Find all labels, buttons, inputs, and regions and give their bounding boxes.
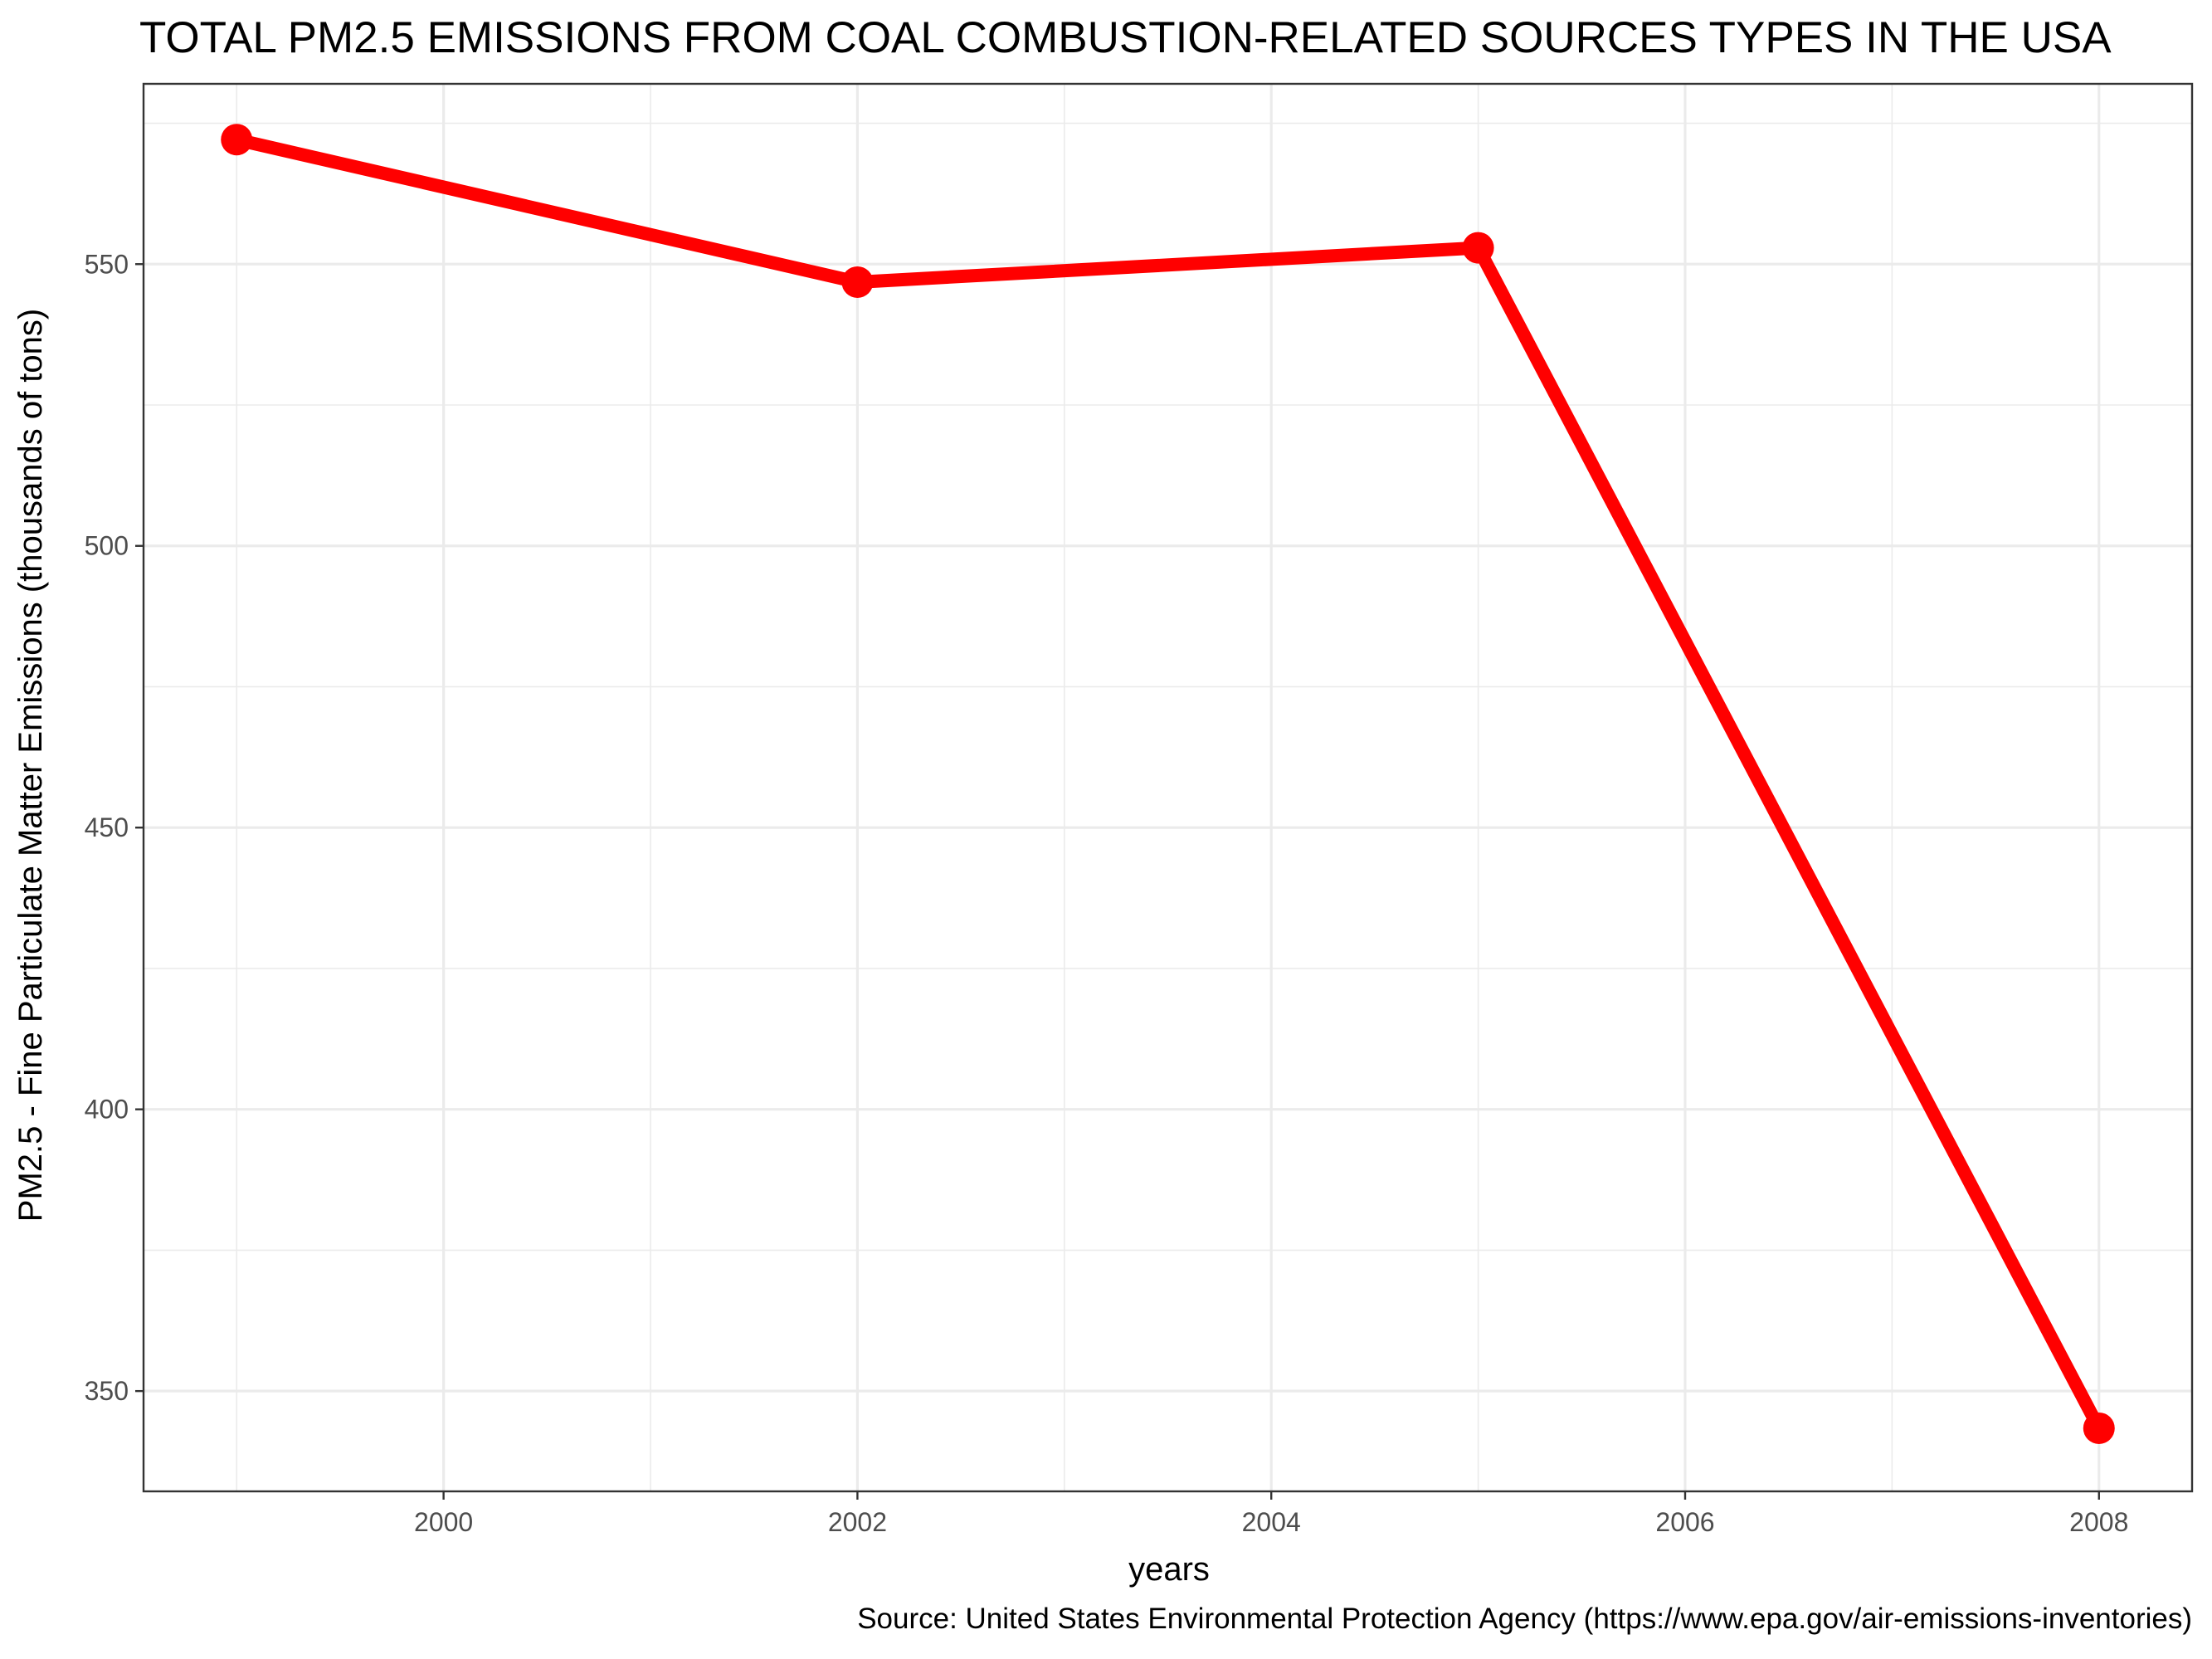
chart-title: TOTAL PM2.5 EMISSIONS FROM COAL COMBUSTI… <box>139 13 2112 62</box>
y-tick-label: 450 <box>85 812 129 842</box>
x-tick-label: 2004 <box>1242 1507 1301 1537</box>
x-tick-label: 2000 <box>414 1507 473 1537</box>
x-axis-title: years <box>1128 1551 1210 1588</box>
x-tick-label: 2008 <box>2069 1507 2128 1537</box>
series-points-layer <box>221 124 2115 1444</box>
y-axis-title: PM2.5 - Fine Particulate Matter Emission… <box>12 309 49 1222</box>
gridlines <box>144 84 2192 1491</box>
data-point-2008 <box>2083 1412 2115 1444</box>
data-point-2002 <box>841 266 874 298</box>
x-tick-label: 2006 <box>1655 1507 1714 1537</box>
data-point-1999 <box>221 124 253 156</box>
chart-caption: Source: United States Environmental Prot… <box>857 1603 2192 1635</box>
y-tick-label: 500 <box>85 531 129 561</box>
axis-ticks: 2000 2002 2004 2006 2008 350 400 450 500 550 <box>85 249 2129 1537</box>
series-line <box>235 133 2105 1432</box>
x-tick-label: 2002 <box>828 1507 887 1537</box>
y-tick-label: 400 <box>85 1095 129 1125</box>
y-tick-label: 350 <box>85 1376 129 1406</box>
y-tick-label: 550 <box>85 249 129 279</box>
series-line-layer <box>235 133 2105 1432</box>
panel-border <box>142 82 2194 1493</box>
data-point-2005 <box>1462 232 1494 264</box>
